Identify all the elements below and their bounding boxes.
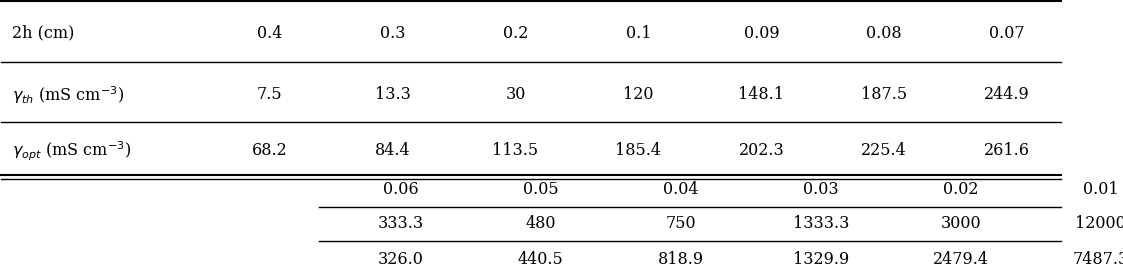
Text: 185.4: 185.4 [615, 143, 661, 160]
Text: 0.2: 0.2 [503, 25, 528, 42]
Text: 0.3: 0.3 [380, 25, 405, 42]
Text: 0.01: 0.01 [1083, 181, 1119, 198]
Text: 68.2: 68.2 [252, 143, 287, 160]
Text: 0.1: 0.1 [626, 25, 651, 42]
Text: 187.5: 187.5 [861, 86, 907, 103]
Text: 0.08: 0.08 [867, 25, 902, 42]
Text: 750: 750 [666, 215, 696, 232]
Text: 818.9: 818.9 [658, 251, 704, 268]
Text: 30: 30 [505, 86, 526, 103]
Text: 113.5: 113.5 [492, 143, 539, 160]
Text: 0.02: 0.02 [943, 181, 978, 198]
Text: 261.6: 261.6 [984, 143, 1030, 160]
Text: 12000: 12000 [1075, 215, 1123, 232]
Text: 0.04: 0.04 [663, 181, 699, 198]
Text: 7487.3: 7487.3 [1072, 251, 1123, 268]
Text: 0.05: 0.05 [523, 181, 558, 198]
Text: 480: 480 [526, 215, 556, 232]
Text: 1333.3: 1333.3 [793, 215, 849, 232]
Text: 2479.4: 2479.4 [932, 251, 988, 268]
Text: 202.3: 202.3 [739, 143, 784, 160]
Text: 244.9: 244.9 [985, 86, 1030, 103]
Text: 2h (cm): 2h (cm) [12, 25, 74, 42]
Text: 13.3: 13.3 [375, 86, 410, 103]
Text: 0.06: 0.06 [383, 181, 419, 198]
Text: 148.1: 148.1 [738, 86, 784, 103]
Text: 0.07: 0.07 [989, 25, 1025, 42]
Text: 84.4: 84.4 [375, 143, 410, 160]
Text: 120: 120 [623, 86, 654, 103]
Text: 440.5: 440.5 [518, 251, 564, 268]
Text: 0.09: 0.09 [743, 25, 779, 42]
Text: 1329.9: 1329.9 [793, 251, 849, 268]
Text: 0.4: 0.4 [257, 25, 282, 42]
Text: $\gamma_{opt}$ (mS cm$^{-3}$): $\gamma_{opt}$ (mS cm$^{-3}$) [12, 139, 131, 162]
Text: 326.0: 326.0 [378, 251, 423, 268]
Text: $\gamma_{th}$ (mS cm$^{-3}$): $\gamma_{th}$ (mS cm$^{-3}$) [12, 84, 125, 105]
Text: 3000: 3000 [940, 215, 980, 232]
Text: 7.5: 7.5 [257, 86, 282, 103]
Text: 225.4: 225.4 [861, 143, 907, 160]
Text: 333.3: 333.3 [378, 215, 424, 232]
Text: 0.03: 0.03 [803, 181, 839, 198]
